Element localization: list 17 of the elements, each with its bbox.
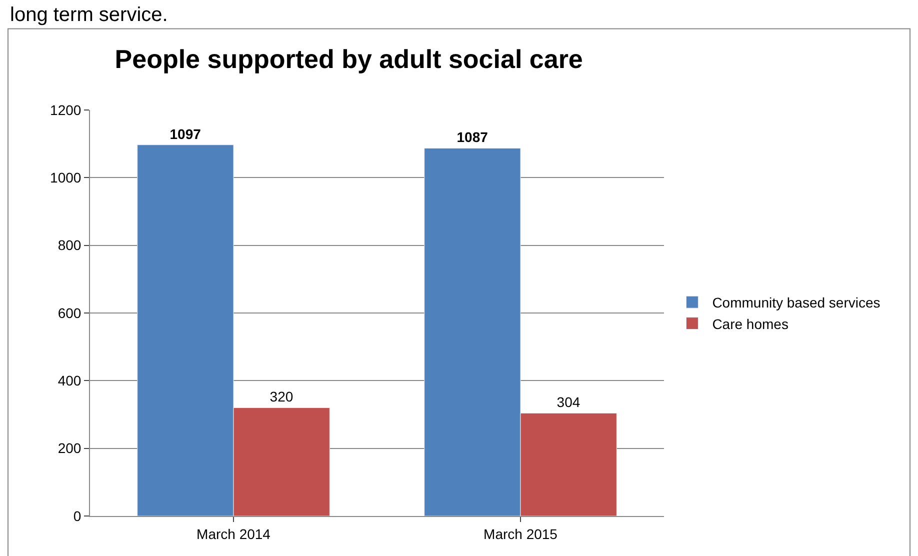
y-tick-label: 1200	[50, 102, 82, 118]
data-label: 1087	[456, 129, 488, 146]
y-tick-label: 200	[58, 440, 82, 456]
y-tick-label: 0	[73, 508, 82, 524]
legend-label: Care homes	[712, 316, 788, 332]
text: long term service.	[10, 4, 168, 26]
legend-label: Community based services	[712, 294, 880, 311]
y-tick-label: 800	[58, 237, 82, 254]
chart-title: People supported by adult social care	[114, 44, 583, 74]
data-label: 304	[556, 394, 580, 410]
y-tick-label: 600	[58, 304, 82, 321]
x-tick-label: March 2014	[196, 526, 271, 542]
data-label: 1097	[170, 126, 202, 142]
y-tick-label: 1000	[50, 170, 82, 186]
data-label: 320	[270, 388, 294, 405]
x-tick-label: March 2015	[484, 526, 558, 542]
y-tick-label: 400	[58, 372, 82, 389]
